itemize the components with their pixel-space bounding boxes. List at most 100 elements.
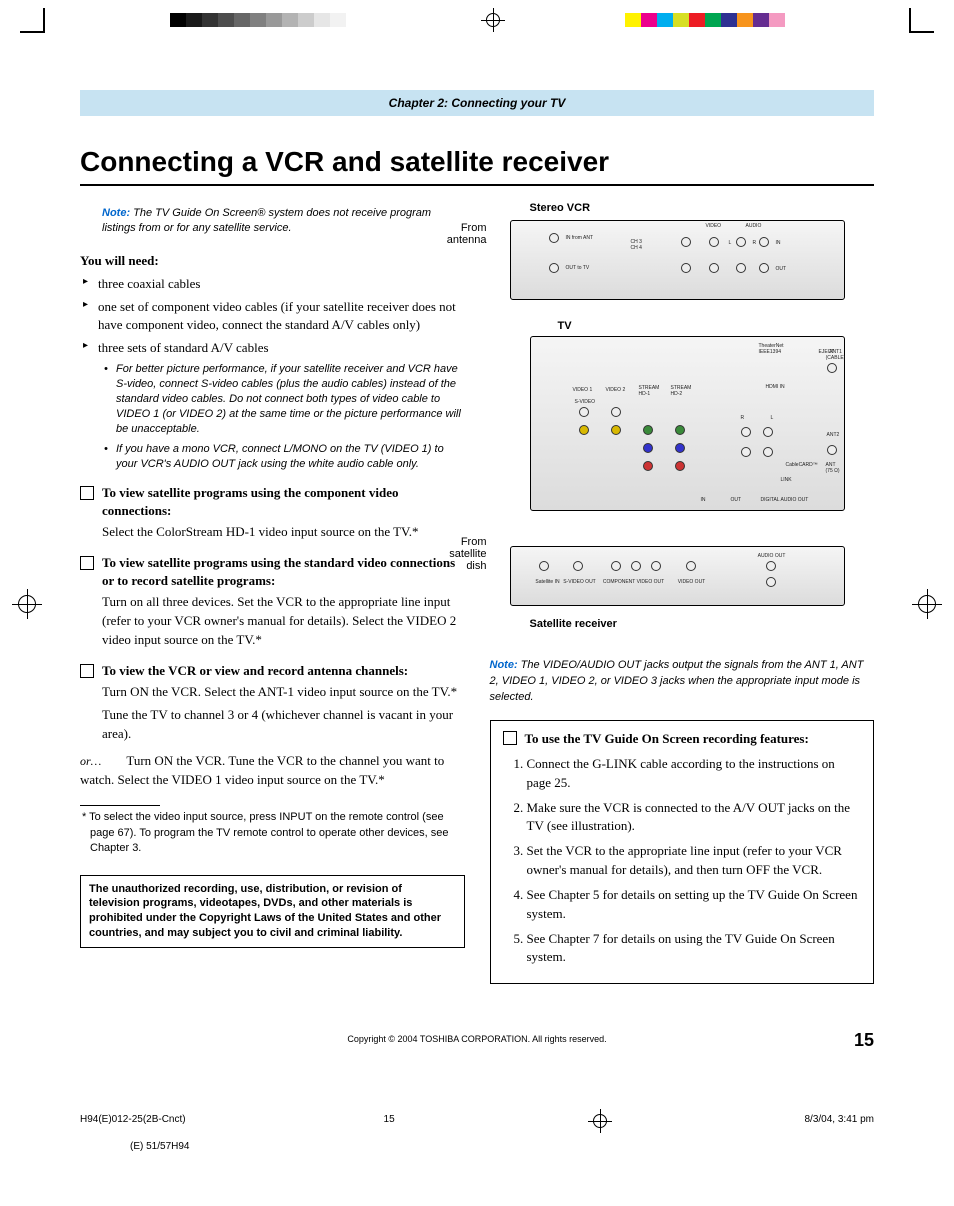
port-icon [763, 447, 773, 457]
swatch [737, 13, 753, 27]
note-text: The VIDEO/AUDIO OUT jacks output the sig… [490, 659, 864, 703]
port-icon [549, 263, 559, 273]
port-icon [827, 445, 837, 455]
port-label: S-VIDEO [575, 399, 596, 405]
port-icon [579, 407, 589, 417]
port-label: CableCARD™ [786, 462, 818, 468]
swatch [689, 13, 705, 27]
port-icon [736, 263, 746, 273]
port-icon [766, 561, 776, 571]
guide-heading: To use the TV Guide On Screen recording … [525, 731, 809, 747]
task-heading: To view satellite programs using the sta… [102, 554, 465, 589]
port-label: R [741, 415, 745, 421]
or-block: or… Turn ON the VCR. Tune the VCR to the… [80, 752, 465, 790]
swatch [266, 13, 282, 27]
port-label: VIDEO 2 [606, 387, 626, 393]
port-icon [741, 427, 751, 437]
guide-heading-row: To use the TV Guide On Screen recording … [503, 731, 862, 747]
port-icon [631, 561, 641, 571]
port-icon [681, 263, 691, 273]
copyright-line: Copyright © 2004 TOSHIBA CORPORATION. Al… [347, 1034, 606, 1044]
page-content: Chapter 2: Connecting your TV Connecting… [0, 30, 954, 1084]
swatch [218, 13, 234, 27]
crop-mark-tr [909, 8, 934, 33]
port-label: ANT2 [827, 432, 840, 438]
swatch [705, 13, 721, 27]
needs-list: three coaxial cables one set of componen… [80, 275, 465, 472]
port-icon [675, 443, 685, 453]
guide-step: Connect the G-LINK cable according to th… [527, 755, 862, 793]
swatch [282, 13, 298, 27]
or-text: Turn ON the VCR. Tune the VCR to the cha… [80, 753, 444, 787]
port-label: ANT (75 Ω) [826, 462, 844, 474]
registration-marks-top [0, 0, 954, 30]
diagram-label-antenna: From antenna [442, 222, 487, 246]
swatch [721, 13, 737, 27]
swatch [657, 13, 673, 27]
swatch [170, 13, 186, 27]
port-icon [675, 425, 685, 435]
task-heading: To view the VCR or view and record anten… [102, 662, 465, 680]
port-icon [709, 263, 719, 273]
registration-target-bottom [593, 1114, 607, 1128]
port-label: EJECT [819, 349, 835, 355]
guide-step: See Chapter 5 for details on setting up … [527, 886, 862, 924]
swatch [314, 13, 330, 27]
guide-step: Make sure the VCR is connected to the A/… [527, 799, 862, 837]
port-icon [741, 447, 751, 457]
port-icon [759, 237, 769, 247]
diagram-label-vcr: Stereo VCR [530, 202, 591, 214]
footnote: * To select the video input source, pres… [90, 810, 465, 856]
meta-file: H94(E)012-25(2B-Cnct) [80, 1114, 186, 1131]
swatch [202, 13, 218, 27]
footnote-separator [80, 805, 160, 806]
swatch [673, 13, 689, 27]
diagram-label-satellite: Satellite receiver [530, 618, 617, 630]
port-icon [759, 263, 769, 273]
copyright-warning-box: The unauthorized recording, use, distrib… [80, 875, 465, 948]
checkbox-icon [503, 731, 517, 745]
swatch [346, 13, 362, 27]
port-label: OUT [731, 497, 742, 503]
diagram-label-tv: TV [558, 320, 572, 332]
port-label: L [729, 240, 732, 246]
swatch [330, 13, 346, 27]
port-label: AUDIO [746, 223, 762, 229]
port-icon [651, 561, 661, 571]
port-label: CH 3 CH 4 [631, 239, 642, 251]
needs-item: one set of component video cables (if yo… [98, 298, 465, 336]
port-icon [686, 561, 696, 571]
port-label: LINK [781, 477, 792, 483]
port-label: S-VIDEO OUT [563, 579, 597, 585]
diagram-device-satellite: Satellite IN S-VIDEO OUT COMPONENT VIDEO… [510, 546, 845, 606]
port-label: VIDEO 1 [573, 387, 593, 393]
port-icon [675, 461, 685, 471]
port-icon [643, 461, 653, 471]
diagram-label-dish: From satellite dish [442, 536, 487, 572]
port-label: IN [776, 240, 781, 246]
port-icon [643, 425, 653, 435]
print-metadata: H94(E)012-25(2B-Cnct) 15 8/3/04, 3:41 pm [0, 1084, 954, 1141]
port-icon [611, 425, 621, 435]
note-top: Note: The TV Guide On Screen® system doe… [102, 206, 465, 237]
port-icon [611, 561, 621, 571]
port-icon [763, 427, 773, 437]
note-bottom: Note: The VIDEO/AUDIO OUT jacks output t… [490, 658, 875, 706]
port-label: L [771, 415, 774, 421]
port-label: DIGITAL AUDIO OUT [761, 497, 809, 503]
port-label: AUDIO OUT [757, 553, 787, 559]
task-heading: To view satellite programs using the com… [102, 484, 465, 519]
swatch [625, 13, 641, 27]
note-label: Note: [102, 207, 130, 219]
task-block: To view satellite programs using the sta… [80, 554, 465, 650]
port-label: Satellite IN [533, 579, 563, 585]
port-icon [736, 237, 746, 247]
port-icon [539, 561, 549, 571]
port-icon [709, 237, 719, 247]
guide-steps-list: Connect the G-LINK cable according to th… [527, 755, 862, 967]
port-label: COMPONENT VIDEO OUT [601, 579, 667, 585]
port-label: OUT to TV [566, 265, 590, 271]
port-label: VIDEO [706, 223, 722, 229]
page-title: Connecting a VCR and satellite receiver [80, 146, 874, 186]
color-swatch-bar [625, 13, 785, 27]
